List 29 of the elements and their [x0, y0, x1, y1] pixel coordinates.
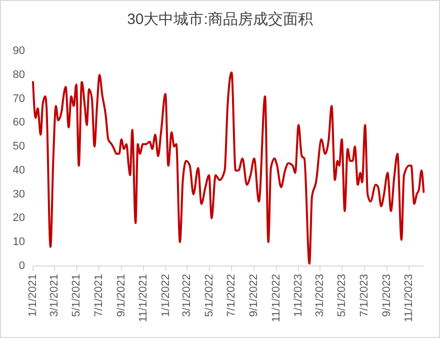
x-tick-label: 9/1/2022	[248, 274, 260, 317]
x-tick-label: 5/1/2022	[203, 274, 216, 317]
y-tick-label: 60	[12, 116, 25, 129]
chart-title: 30大中城市:商品房成交面积	[127, 11, 313, 28]
x-tick-label: 7/1/2023	[358, 274, 370, 317]
y-tick-label: 0	[18, 260, 25, 272]
y-tick-label: 90	[12, 45, 25, 57]
y-tick-label: 20	[12, 212, 25, 224]
x-tick-label: 11/1/2023	[403, 274, 416, 322]
x-tick-label: 7/1/2022	[226, 274, 238, 317]
x-tick-label: 3/1/2021	[48, 274, 60, 317]
x-tick-label: 1/1/2022	[160, 274, 172, 317]
y-tick-label: 50	[12, 140, 25, 153]
x-tick-label: 9/1/2023	[380, 274, 393, 317]
y-tick-label: 80	[12, 68, 25, 81]
y-tick-label: 70	[12, 92, 25, 105]
x-tick-label: 1/1/2021	[27, 274, 39, 317]
x-tick-label: 3/1/2022	[181, 274, 194, 317]
y-tick-label: 10	[12, 236, 25, 248]
x-tick-label: 7/1/2021	[92, 274, 105, 317]
x-tick-label: 9/1/2021	[115, 274, 128, 317]
x-tick-label: 1/1/2023	[292, 274, 305, 317]
x-tick-label: 11/1/2022	[270, 274, 282, 322]
x-tick-label: 3/1/2023	[314, 274, 326, 317]
x-tick-label: 5/1/2023	[336, 274, 348, 317]
x-tick-label: 5/1/2021	[70, 274, 83, 317]
x-tick-label: 11/1/2021	[138, 274, 150, 322]
y-tick-label: 30	[12, 188, 25, 200]
y-tick-label: 40	[12, 164, 25, 176]
